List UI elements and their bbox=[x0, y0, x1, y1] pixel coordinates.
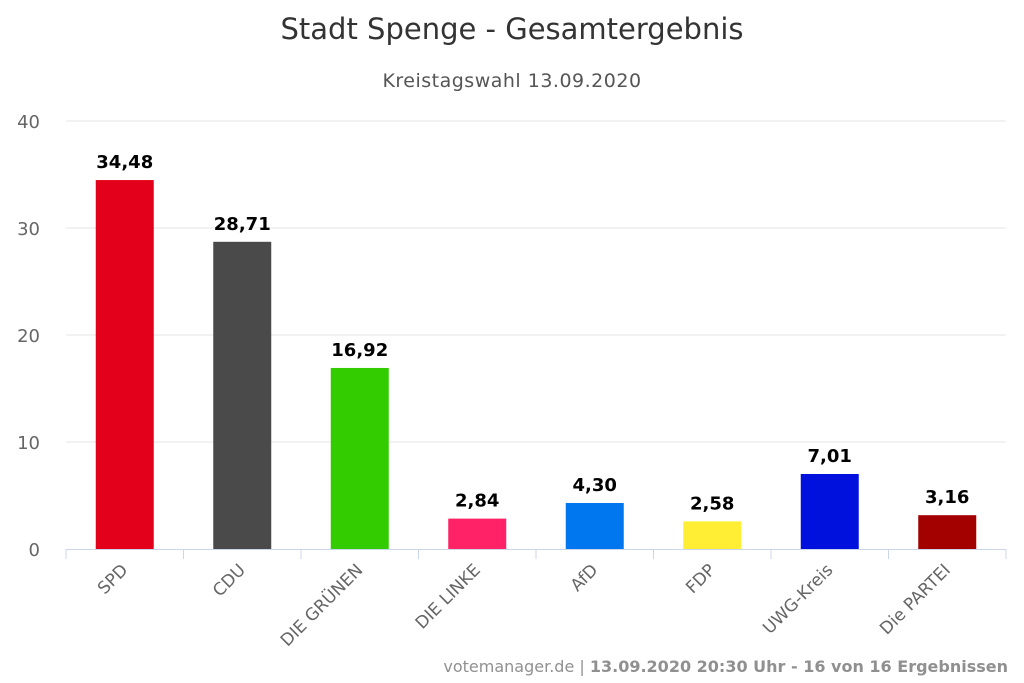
data-label: 16,92 bbox=[331, 340, 388, 361]
grid-lines bbox=[66, 120, 1006, 443]
bar-fdp[interactable] bbox=[683, 521, 742, 549]
x-tick-label: DIE LINKE bbox=[412, 560, 485, 633]
credits-separator: | bbox=[579, 657, 585, 676]
bar-uwg-kreis[interactable] bbox=[800, 473, 859, 549]
credits[interactable]: votemanager.de | 13.09.2020 20:30 Uhr - … bbox=[443, 657, 1008, 676]
x-tick-label: FDP bbox=[682, 560, 720, 598]
chart-subtitle: Kreistagswahl 13.09.2020 bbox=[382, 70, 642, 92]
x-tick-label: UWG-Kreis bbox=[759, 560, 837, 638]
y-tick-label: 0 bbox=[29, 540, 40, 561]
y-tick-label: 10 bbox=[17, 433, 40, 454]
y-tick-label: 40 bbox=[17, 112, 40, 133]
y-axis-ticks: 0 10 20 30 40 bbox=[17, 112, 40, 561]
bars bbox=[95, 180, 977, 550]
chart-title: Stadt Spenge - Gesamtergebnis bbox=[280, 12, 744, 46]
data-label: 2,84 bbox=[455, 491, 499, 512]
data-label: 28,71 bbox=[214, 214, 271, 235]
x-tick-label: CDU bbox=[209, 560, 250, 601]
data-label: 3,16 bbox=[925, 487, 969, 508]
data-label: 2,58 bbox=[690, 493, 734, 514]
x-tick-label: AfD bbox=[567, 560, 602, 595]
bar-die-linke[interactable] bbox=[448, 518, 507, 549]
y-tick-label: 20 bbox=[17, 326, 40, 347]
x-tick-label: DIE GRÜNEN bbox=[275, 559, 367, 651]
data-labels: 34,48 28,71 16,92 2,84 4,30 2,58 7,01 3,16 bbox=[96, 152, 969, 514]
data-label: 4,30 bbox=[573, 475, 617, 496]
bar-die-grünen[interactable] bbox=[330, 367, 389, 549]
x-tick-label: Die PARTEI bbox=[876, 560, 955, 639]
y-tick-label: 30 bbox=[17, 219, 40, 240]
bar-spd[interactable] bbox=[95, 180, 154, 549]
data-label: 7,01 bbox=[808, 446, 852, 467]
credits-info: 13.09.2020 20:30 Uhr - 16 von 16 Ergebni… bbox=[589, 657, 1008, 676]
bar-afd[interactable] bbox=[565, 502, 624, 549]
x-tick-label: SPD bbox=[94, 560, 132, 598]
x-axis: SPD CDU DIE GRÜNEN DIE LINKE AfD FDP UWG-Kreis… bbox=[65, 549, 1007, 651]
bar-die-partei[interactable] bbox=[918, 515, 977, 549]
credits-source[interactable]: votemanager.de bbox=[443, 657, 575, 676]
bar-cdu[interactable] bbox=[213, 241, 272, 550]
data-label: 34,48 bbox=[96, 152, 153, 173]
